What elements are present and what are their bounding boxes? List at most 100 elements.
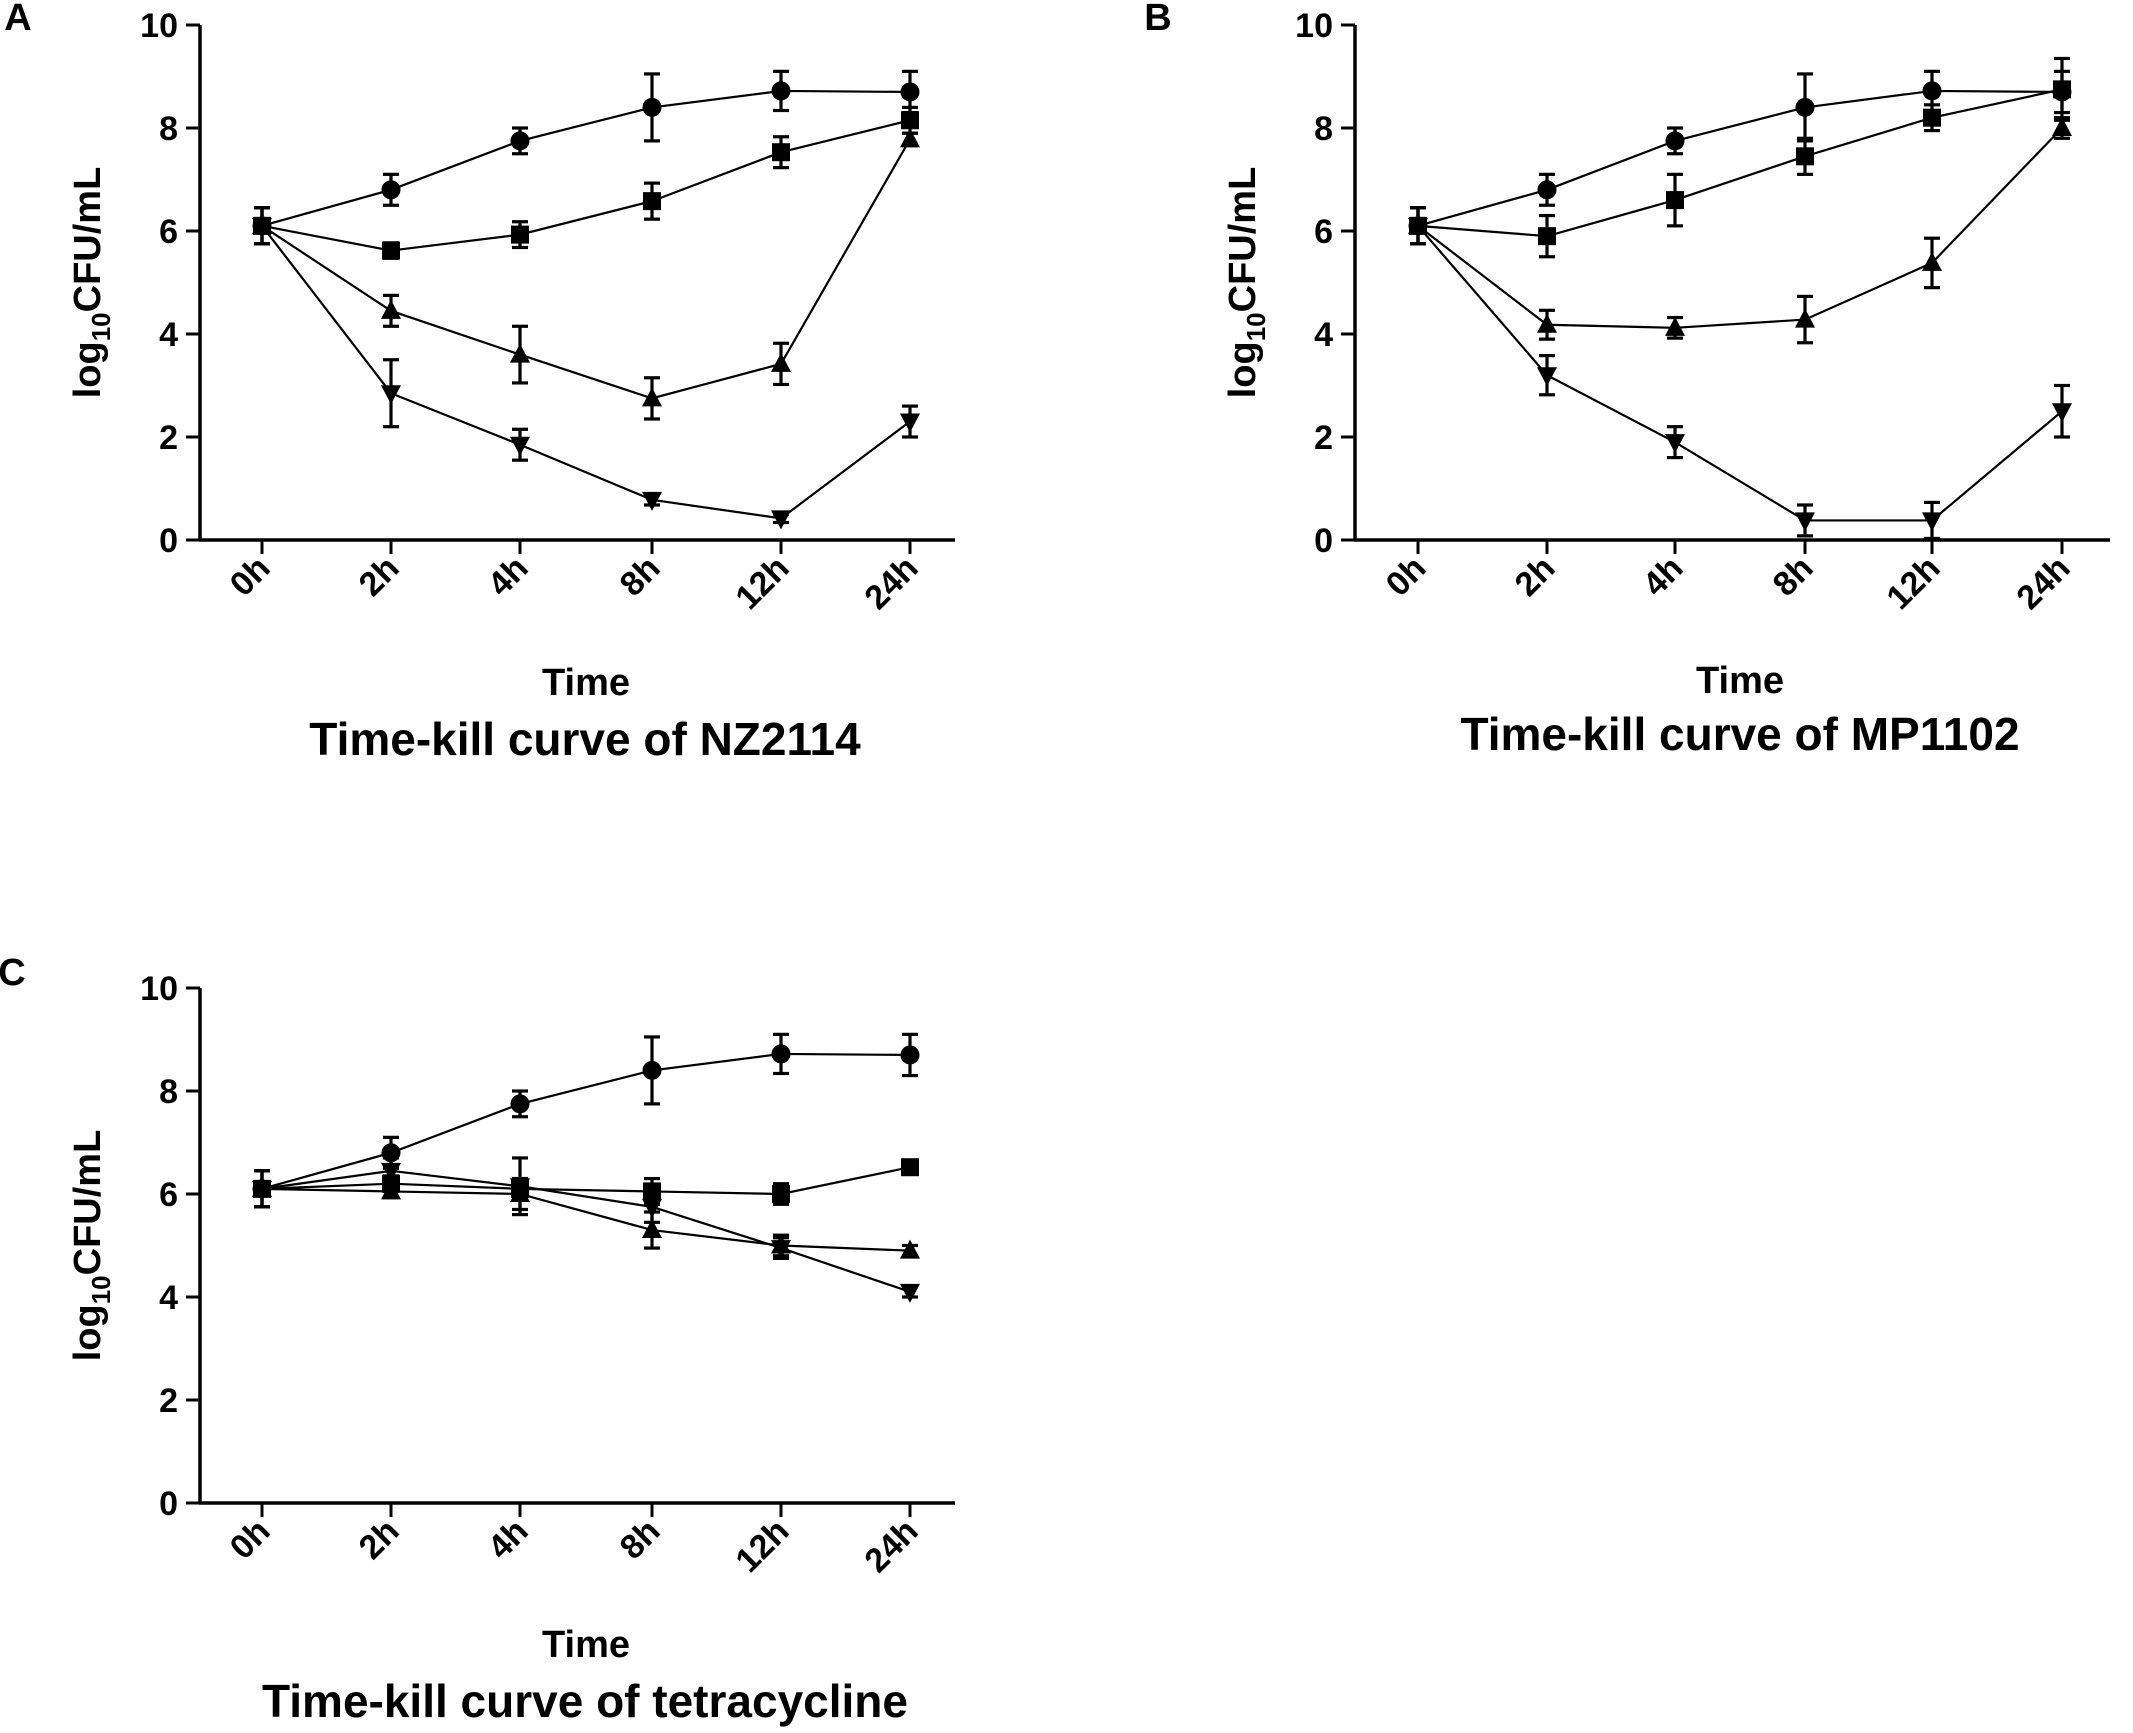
panel-letter: B xyxy=(1144,0,1171,39)
series-line-square xyxy=(261,1166,911,1196)
square-marker xyxy=(772,143,790,162)
inverted-triangle-marker xyxy=(1665,434,1685,454)
circle-marker xyxy=(642,97,662,117)
y-tick-label: 8 xyxy=(1314,110,1333,148)
square-marker xyxy=(1666,191,1684,210)
y-tick-label: 2 xyxy=(159,1382,178,1420)
inverted-triangle-marker xyxy=(771,1240,791,1260)
square-marker xyxy=(772,1185,790,1203)
x-tick-label: 4h xyxy=(481,1512,536,1567)
x-tick-label: 0h xyxy=(1379,549,1434,604)
inverted-triangle-marker xyxy=(2052,403,2072,423)
x-tick-label: 8h xyxy=(613,1512,668,1567)
inverted-triangle-marker xyxy=(381,385,401,405)
square-marker xyxy=(1923,108,1941,127)
square-marker xyxy=(901,111,919,130)
series-line-circle xyxy=(261,1052,911,1190)
y-tick-label: 0 xyxy=(1314,522,1333,560)
triangle-marker xyxy=(1795,308,1815,328)
series-line-invtri xyxy=(1417,225,2063,522)
inverted-triangle-marker xyxy=(1922,512,1942,532)
series-line-triangle xyxy=(261,138,911,400)
inverted-triangle-marker xyxy=(252,217,272,237)
y-tick-label: 6 xyxy=(1314,213,1333,251)
y-axis-title-unit: CFU/mL xyxy=(67,1130,109,1276)
circle-marker xyxy=(510,131,530,151)
chart-title: Time-kill curve of MP1102 xyxy=(1460,708,2019,760)
triangle-marker xyxy=(642,387,662,407)
x-tick-label: 24h xyxy=(857,1512,925,1580)
inverted-triangle-marker xyxy=(771,510,791,530)
x-tick-label: 2h xyxy=(352,549,407,604)
circle-marker xyxy=(1922,81,1942,101)
series-line-invtri xyxy=(261,1169,911,1293)
x-tick-label: 2h xyxy=(352,1512,407,1567)
square-marker xyxy=(511,225,529,244)
inverted-triangle-marker xyxy=(642,491,662,511)
inverted-triangle-marker xyxy=(642,1198,662,1218)
x-tick-label: 12h xyxy=(728,1512,796,1580)
triangle-marker xyxy=(642,1219,662,1239)
y-axis-title: log10CFU/mL xyxy=(67,167,116,399)
y-tick-label: 10 xyxy=(140,970,178,1008)
series-line-triangle xyxy=(261,1187,911,1252)
y-tick-label: 4 xyxy=(1314,316,1333,354)
series-line-invtri xyxy=(261,225,911,520)
y-tick-label: 0 xyxy=(159,1485,178,1523)
x-tick-label: 0h xyxy=(223,1512,278,1567)
inverted-triangle-marker xyxy=(900,413,920,433)
inverted-triangle-marker xyxy=(1408,217,1428,237)
circle-marker xyxy=(771,81,791,101)
y-axis-title-subscript: 10 xyxy=(86,1275,116,1304)
square-marker xyxy=(1538,227,1556,246)
circle-marker xyxy=(1795,97,1815,117)
x-axis-title: Time xyxy=(542,662,630,704)
triangle-marker xyxy=(1922,251,1942,271)
inverted-triangle-marker xyxy=(900,1283,920,1303)
chart-title: Time-kill curve of NZ2114 xyxy=(309,713,861,765)
triangle-marker xyxy=(900,128,920,148)
triangle-marker xyxy=(2052,117,2072,136)
y-axis-title-unit: CFU/mL xyxy=(67,167,109,313)
circle-marker xyxy=(642,1060,662,1080)
inverted-triangle-marker xyxy=(1795,512,1815,532)
panel-letter: A xyxy=(4,0,31,39)
y-tick-label: 10 xyxy=(1295,7,1333,45)
triangle-marker xyxy=(510,343,530,363)
x-tick-label: 24h xyxy=(2009,549,2077,617)
y-tick-label: 2 xyxy=(1314,419,1333,457)
square-marker xyxy=(382,241,400,260)
triangle-marker xyxy=(381,1180,401,1200)
y-axis-title-base: log xyxy=(67,1304,109,1361)
circle-marker xyxy=(1537,180,1557,200)
x-tick-label: 24h xyxy=(857,549,925,617)
inverted-triangle-marker xyxy=(510,1178,530,1198)
x-tick-label: 12h xyxy=(1879,549,1947,617)
y-tick-label: 6 xyxy=(159,1176,178,1214)
y-tick-label: 8 xyxy=(159,110,178,148)
inverted-triangle-marker xyxy=(510,436,530,456)
y-tick-label: 4 xyxy=(159,316,178,354)
series-line-square xyxy=(261,119,911,252)
y-axis-title: log10CFU/mL xyxy=(67,1130,116,1362)
x-axis-title: Time xyxy=(1696,660,1784,702)
series-line-square xyxy=(1417,88,2063,238)
y-axis-title-subscript: 10 xyxy=(1241,312,1271,341)
x-tick-label: 8h xyxy=(613,549,668,604)
series-line-circle xyxy=(261,89,911,227)
x-tick-label: 12h xyxy=(728,549,796,617)
x-tick-label: 0h xyxy=(223,549,278,604)
square-marker xyxy=(1796,147,1814,166)
circle-marker xyxy=(510,1094,530,1114)
y-axis-title-base: log xyxy=(1222,341,1264,398)
x-tick-label: 8h xyxy=(1766,549,1821,604)
square-marker xyxy=(2053,80,2071,99)
y-tick-label: 0 xyxy=(159,522,178,560)
inverted-triangle-marker xyxy=(252,1180,272,1200)
y-axis-title-base: log xyxy=(67,341,109,398)
triangle-marker xyxy=(900,1239,920,1259)
